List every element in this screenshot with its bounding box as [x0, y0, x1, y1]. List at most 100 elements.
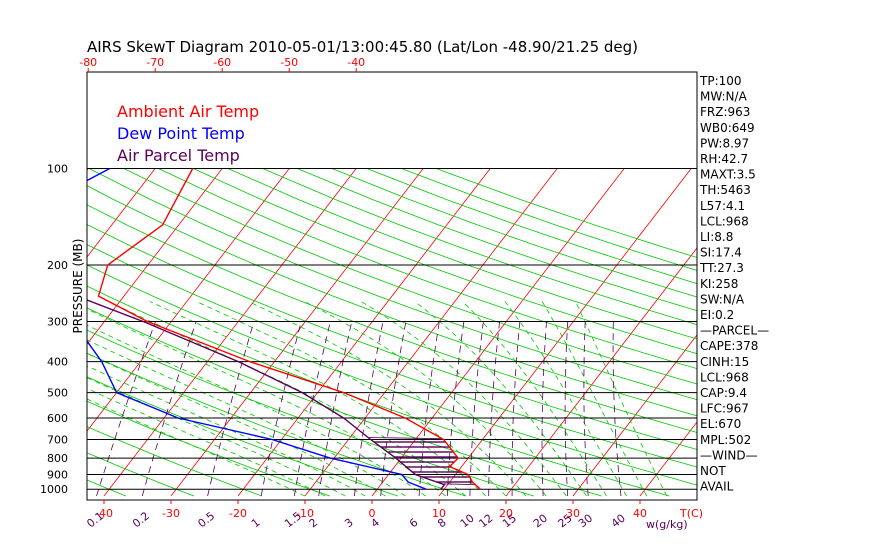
- dry-adiabat-line: [87, 264, 697, 486]
- mixing-ratio-tick-label: 1: [249, 516, 263, 531]
- pressure-tick-label: 400: [47, 356, 68, 369]
- mixing-ratio-line: [318, 321, 353, 497]
- mixing-ratio-line: [207, 321, 255, 497]
- dry-adiabat-line: [193, 168, 697, 355]
- index-entry: LCL:968: [700, 370, 749, 384]
- dry-adiabat-line: [158, 168, 697, 370]
- index-entry: L57:4.1: [700, 199, 745, 213]
- index-entry: CAPE:378: [700, 339, 758, 353]
- isobar-layer: [87, 167, 697, 490]
- moist-adiabat-line: [87, 352, 386, 497]
- pressure-tick-label: 1000: [40, 483, 68, 496]
- mixing-ratio-tick-label: 8: [435, 516, 449, 531]
- top-temp-tick-label: -40: [347, 56, 365, 69]
- bottom-temp-tick-label: 0: [369, 507, 376, 520]
- index-entry: LCL:968: [700, 214, 749, 228]
- isotherm-line: [170, 168, 424, 497]
- pressure-tick-label: 200: [47, 259, 68, 272]
- mixing-ratio-line: [541, 321, 547, 497]
- plot-frame: [86, 71, 698, 501]
- bottom-temp-tick-label: -10: [296, 507, 314, 520]
- index-entry: KI:258: [700, 277, 738, 291]
- bottom-temp-tick-label: -30: [162, 507, 180, 520]
- mixing-ratio-line: [380, 321, 407, 497]
- isotherm-line: [639, 421, 697, 497]
- isotherm-line: [87, 168, 290, 432]
- moist-adiabat-line: [504, 301, 627, 497]
- mixing-ratio-line: [488, 321, 500, 496]
- top-temp-tick-label: -60: [213, 56, 231, 69]
- bottom-temp-tick-label: 40: [633, 507, 647, 520]
- dry-adiabat-line: [88, 168, 697, 401]
- mixing-ratio-tick-label: 6: [407, 516, 421, 531]
- series-layer: [87, 167, 481, 490]
- dry-adiabat-line: [87, 244, 697, 468]
- pressure-tick-label: 300: [47, 315, 68, 328]
- moist-adiabat-line: [360, 301, 567, 497]
- bottom-temp-tick-label: -20: [229, 507, 247, 520]
- moist-adiabat-line: [87, 339, 406, 497]
- mixing-ratio-tick-label: 40: [609, 512, 628, 531]
- index-entry: TP:100: [699, 74, 742, 88]
- dry-adiabat-line: [87, 376, 398, 497]
- mixing-ratio-tick-label: 0.2: [130, 509, 152, 530]
- mixing-ratio-line: [96, 321, 156, 497]
- bottom-temp-tick-labels: -40 -30 -20 -10 0 10 20 30 40: [95, 500, 647, 520]
- index-entry: EI:0.2: [700, 308, 734, 322]
- mixing-ratio-line: [354, 321, 384, 497]
- index-entry: TH:5463: [699, 183, 751, 197]
- moist-adiabat-line: [87, 377, 346, 497]
- moist-adiabat-line: [248, 301, 527, 497]
- top-temp-tick-labels: -80 -70 -60 -50 -40: [79, 56, 365, 72]
- isotherm-line: [572, 334, 697, 497]
- index-entry: LI:8.8: [700, 230, 733, 244]
- dew-point-temp-line: [87, 167, 427, 490]
- dry-adiabat-line: [87, 307, 602, 497]
- dry-adiabat-line: [262, 168, 697, 326]
- index-entry: AVAIL: [700, 480, 734, 494]
- mixing-ratio-tick-label: 12: [476, 512, 495, 531]
- bottom-temp-tick-label: 30: [566, 507, 580, 520]
- index-entry: FRZ:963: [700, 105, 750, 119]
- dry-adiabat-line: [227, 168, 697, 340]
- index-entry: WB0:649: [700, 121, 755, 135]
- index-entry: CAP:9.4: [700, 386, 747, 400]
- moist-adiabat-line: [196, 301, 507, 497]
- index-entry: MPL:502: [700, 433, 751, 447]
- dry-adiabat-line: [297, 168, 697, 312]
- isotherm-line: [0, 168, 21, 496]
- mixing-ratio-line: [260, 321, 302, 497]
- top-temp-tick-label: -50: [280, 56, 298, 69]
- mixing-ratio-tick-label: 2: [307, 516, 321, 531]
- legend: Ambient Air Temp Dew Point Temp Air Parcel…: [117, 102, 259, 165]
- index-entry: CINH:15: [700, 355, 749, 369]
- mixing-ratio-line: [612, 321, 622, 497]
- y-axis-label: PRESSURE (MB): [71, 239, 85, 334]
- index-entry: NOT: [700, 464, 726, 478]
- mixing-ratio-line: [564, 321, 569, 497]
- pressure-tick-label: 700: [47, 434, 68, 447]
- pressure-tick-label: 800: [47, 452, 68, 465]
- bottom-temp-tick-label: 10: [432, 507, 446, 520]
- mixing-ratio-tick-label: 4: [368, 516, 382, 531]
- mixing-ratio-unit-label: w(g/kg): [646, 518, 688, 531]
- index-entry: —WIND—: [700, 448, 758, 462]
- index-entry: TT:27.3: [699, 261, 744, 275]
- mixing-ratio-line: [141, 321, 197, 497]
- legend-item: Ambient Air Temp: [117, 102, 259, 121]
- index-entry: MW:N/A: [700, 90, 748, 104]
- isotherm-line: [87, 168, 156, 258]
- ambient-air-temp-line: [97, 168, 481, 490]
- isotherm-line: [87, 168, 223, 345]
- index-entry: —PARCEL—: [700, 324, 769, 338]
- mixing-ratio-tick-label: 3: [342, 516, 356, 531]
- mixing-ratio-tick-label: 20: [531, 512, 550, 531]
- pressure-tick-label: 900: [47, 469, 68, 482]
- index-entry: MAXT:3.5: [700, 168, 756, 182]
- mixing-ratio-line: [293, 321, 331, 497]
- dry-adiabat-line: [123, 168, 697, 385]
- index-entry: SI:17.4: [700, 246, 742, 260]
- chart-title: AIRS SkewT Diagram 2010-05-01/13:00:45.8…: [87, 38, 638, 56]
